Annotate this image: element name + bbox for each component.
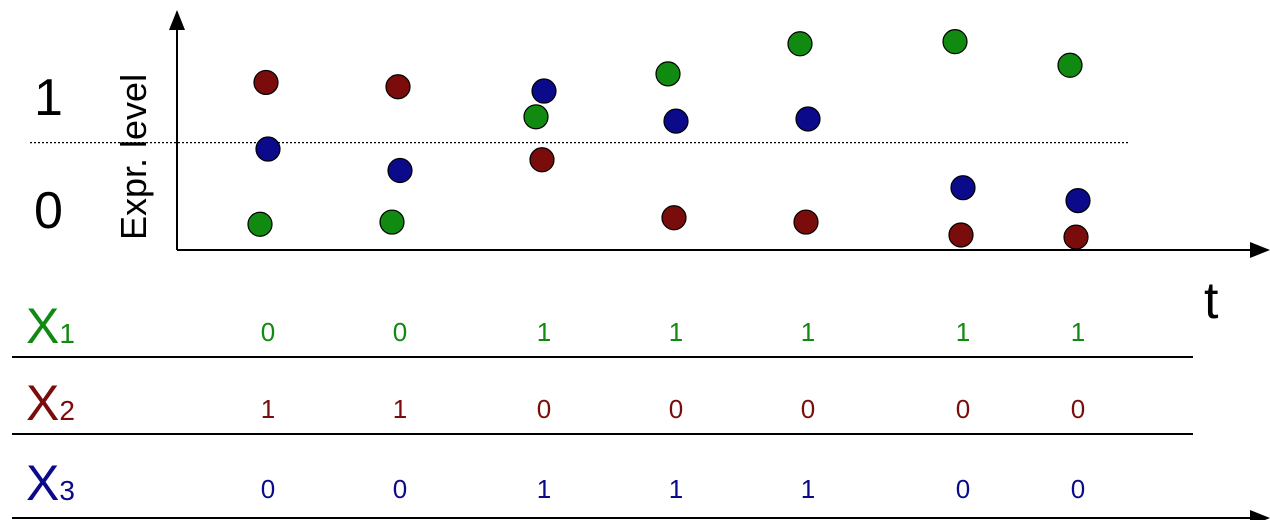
row-x2-value-4: 0 [669,394,683,424]
row-x3-name: X3 [26,455,75,511]
x2-point-t4 [661,205,687,231]
row-x3-value-7: 0 [1071,474,1085,504]
row-x3-subscript: 3 [59,475,75,506]
x3-point-t5 [795,106,821,132]
level-low-label: 0 [34,182,63,240]
row-x2: X2 1 1 0 0 0 0 0 [26,375,1085,431]
x2-point-t2 [385,74,411,100]
row-x2-value-7: 0 [1071,394,1085,424]
x3-point-t4 [663,108,689,134]
row-x3-value-6: 0 [956,474,970,504]
row-x3-value-1: 0 [261,474,275,504]
x2-point-t6 [948,222,974,248]
row-x1-value-2: 0 [393,317,407,347]
row-x2-value-5: 0 [801,394,815,424]
row-x3-value-2: 0 [393,474,407,504]
x2-point-t1 [253,69,279,96]
data-points [247,29,1091,250]
row-x3-letter: X [26,455,59,511]
row-x3-value-5: 1 [801,474,815,504]
x1-point-t7 [1057,52,1083,78]
row-x2-letter: X [26,375,59,431]
x3-point-t1 [255,136,281,162]
x1-point-t2 [379,209,405,235]
row-x1-letter: X [26,298,59,354]
row-x3-value-3: 1 [537,474,551,504]
row-x2-value-3: 0 [537,394,551,424]
x1-point-t4 [655,61,681,87]
row-x3-value-4: 1 [669,474,683,504]
row-x1-name: X1 [26,298,75,354]
row-x2-subscript: 2 [59,395,75,426]
x3-point-t6 [950,175,976,201]
row-x2-name: X2 [26,375,75,431]
x1-point-t6 [942,29,968,55]
t-axis-label: t [1204,272,1219,330]
row-x1-value-6: 1 [956,317,970,347]
row-x1-value-7: 1 [1071,317,1085,347]
x1-point-t1 [247,211,273,237]
x3-point-t2 [387,157,413,184]
row-x1-subscript: 1 [59,318,75,349]
row-x3: X3 0 0 1 1 1 0 0 [26,455,1085,511]
x1-point-t5 [787,31,813,57]
x3-point-t7 [1065,187,1091,214]
row-x1-value-5: 1 [801,317,815,347]
row-x1-value-4: 1 [669,317,683,347]
x2-point-t5 [793,209,819,235]
row-x1-value-1: 0 [261,317,275,347]
x3-point-t3 [531,78,557,104]
y-axis-label: Expr. level [113,74,154,240]
x2-point-t7 [1063,224,1089,250]
x1-point-t3 [523,104,549,130]
x2-point-t3 [529,147,555,173]
row-x2-value-1: 1 [261,394,275,424]
level-high-label: 1 [34,69,63,127]
row-x2-value-2: 1 [393,394,407,424]
row-x1-value-3: 1 [537,317,551,347]
row-x2-value-6: 0 [956,394,970,424]
